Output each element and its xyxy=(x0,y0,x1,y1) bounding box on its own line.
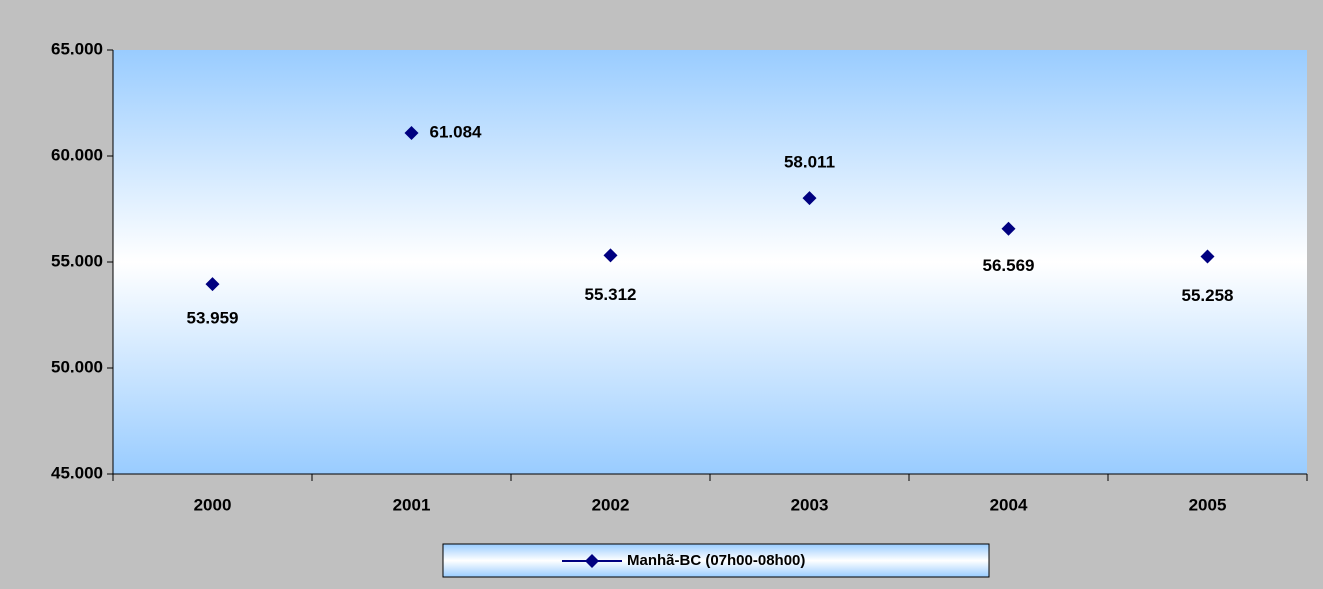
marker xyxy=(603,248,618,263)
legend-marker xyxy=(585,554,599,568)
data-label: 56.569 xyxy=(983,256,1035,275)
y-tick-label: 65.000 xyxy=(51,39,103,58)
plot-area xyxy=(113,50,1307,474)
y-tick-label: 45.000 xyxy=(51,463,103,482)
legend: Manhã-BC (07h00-08h00) xyxy=(442,543,990,578)
data-label: 55.312 xyxy=(585,285,637,304)
data-label: 53.959 xyxy=(187,309,239,328)
data-label: 61.084 xyxy=(430,123,483,142)
y-tick-label: 60.000 xyxy=(51,145,103,164)
y-tick-label: 55.000 xyxy=(51,251,103,270)
x-tick-label: 2003 xyxy=(791,495,829,514)
marker xyxy=(404,126,419,141)
x-tick-label: 2002 xyxy=(592,495,630,514)
x-tick-label: 2000 xyxy=(194,495,232,514)
x-tick-label: 2005 xyxy=(1189,495,1227,514)
marker xyxy=(1200,249,1215,264)
legend-label: Manhã-BC (07h00-08h00) xyxy=(627,552,805,569)
marker xyxy=(802,191,817,206)
legend-box xyxy=(442,543,990,578)
data-label: 58.011 xyxy=(784,153,835,172)
y-tick-label: 50.000 xyxy=(51,357,103,376)
x-tick-label: 2004 xyxy=(990,495,1028,514)
data-label: 55.258 xyxy=(1182,286,1234,305)
x-tick-label: 2001 xyxy=(393,495,431,514)
marker xyxy=(205,277,220,292)
marker xyxy=(1001,221,1016,236)
